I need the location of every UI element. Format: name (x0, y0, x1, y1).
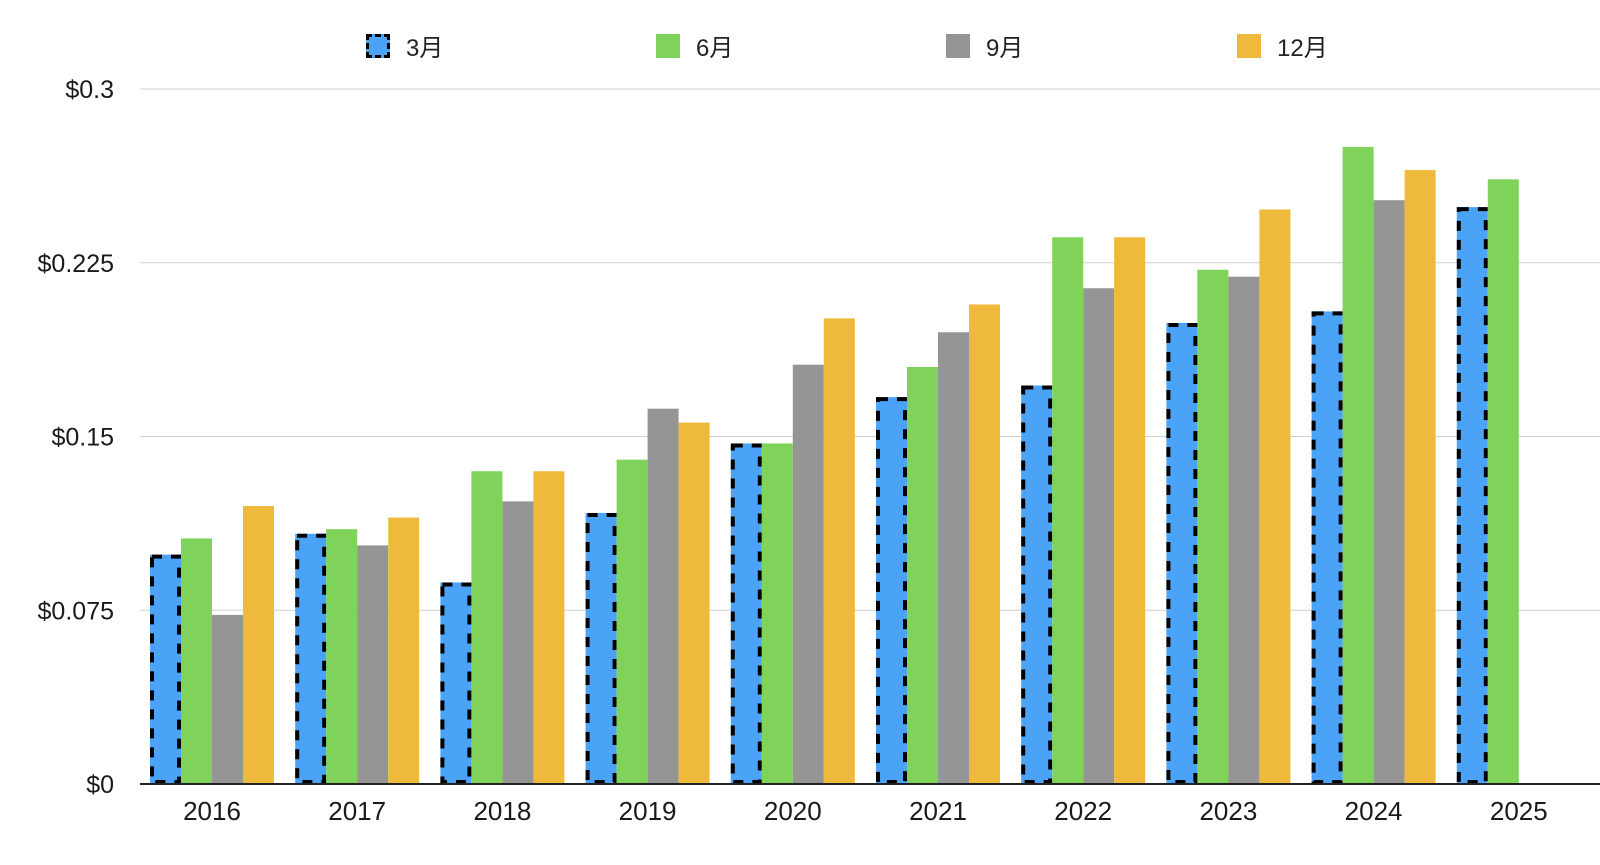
bar-6月-2023 (1197, 269, 1229, 784)
x-tick-label: 2020 (764, 796, 822, 826)
bar-3月-2022 (1021, 385, 1053, 784)
x-tick-label: 2021 (909, 796, 967, 826)
y-tick-label: $0.225 (38, 250, 114, 278)
bar-dash-border (876, 397, 907, 784)
bar-6月-2020 (761, 443, 793, 784)
legend-swatch (656, 33, 680, 58)
bar-9月-2017 (357, 545, 389, 784)
x-tick-label: 2016 (183, 796, 241, 826)
bar-dash-border (150, 554, 181, 785)
bar-3月-2020 (730, 443, 762, 784)
bar-3月-2023 (1166, 322, 1198, 784)
legend-item: 6月 (656, 28, 733, 63)
bar-3月-2021 (876, 397, 907, 784)
legend-swatch (366, 33, 390, 58)
x-tick-label: 2019 (619, 796, 677, 826)
bar-9月-2023 (1228, 276, 1260, 784)
bar-6月-2025 (1487, 179, 1519, 785)
legend-swatch (1237, 33, 1261, 58)
bar-9月-2022 (1083, 288, 1115, 784)
x-tick-label: 2024 (1345, 796, 1403, 826)
bar-9月-2024 (1373, 200, 1405, 784)
y-tick-label: $0.3 (65, 76, 114, 104)
bar-3月-2024 (1311, 311, 1343, 784)
bar-12月-2021 (969, 304, 1000, 784)
bar-3月-2025 (1456, 207, 1488, 784)
bar-6月-2022 (1052, 237, 1084, 784)
bar-dash-border (440, 582, 472, 785)
bar-3月-2019 (585, 512, 617, 784)
bar-6月-2021 (907, 367, 938, 784)
legend-item: 9月 (946, 28, 1023, 63)
legend-item: 3月 (366, 28, 443, 63)
bar-6月-2017 (326, 529, 358, 784)
legend-label: 9月 (986, 35, 1024, 62)
x-tick-label: 2023 (1199, 796, 1257, 826)
legend-label: 12月 (1277, 35, 1328, 62)
bar-6月-2019 (616, 459, 648, 784)
bar-12月-2020 (823, 318, 855, 784)
bar-3月-2016 (150, 554, 181, 784)
bar-12月-2024 (1404, 170, 1436, 785)
x-tick-label: 2025 (1490, 796, 1548, 826)
legend: 3月 6月 9月 12月 (0, 28, 1600, 68)
bar-12月-2017 (388, 517, 420, 784)
bar-dash-border (730, 443, 762, 784)
y-tick-label: $0.15 (51, 424, 114, 452)
legend-label: 3月 (406, 35, 444, 62)
x-tick-label: 2017 (328, 796, 386, 826)
bar-6月-2018 (471, 471, 503, 784)
bar-9月-2018 (502, 501, 534, 784)
x-tick-label: 2022 (1054, 796, 1112, 826)
legend-item: 12月 (1237, 28, 1328, 63)
bar-3月-2018 (440, 582, 472, 784)
bar-9月-2020 (792, 364, 824, 784)
bar-6月-2016 (181, 538, 212, 784)
bar-9月-2021 (938, 332, 969, 784)
legend-label: 6月 (696, 35, 734, 62)
bar-12月-2023 (1259, 209, 1291, 784)
bar-9月-2016 (212, 614, 243, 784)
bar-12月-2018 (533, 471, 565, 784)
y-tick-label: $0.075 (38, 597, 114, 625)
bar-9月-2019 (647, 408, 679, 784)
bar-12月-2016 (243, 506, 274, 784)
bar-12月-2022 (1114, 237, 1146, 784)
x-tick-label: 2018 (473, 796, 531, 826)
legend-swatch (946, 33, 970, 58)
bar-dash-border (295, 533, 327, 784)
bar-dash-border (1456, 207, 1488, 784)
bar-dash-border (585, 512, 617, 784)
bar-6月-2024 (1342, 146, 1374, 784)
bar-3月-2017 (295, 533, 327, 784)
bar-12月-2019 (678, 422, 710, 784)
y-tick-label: $0 (86, 771, 114, 799)
bar-dash-border (1166, 322, 1198, 784)
